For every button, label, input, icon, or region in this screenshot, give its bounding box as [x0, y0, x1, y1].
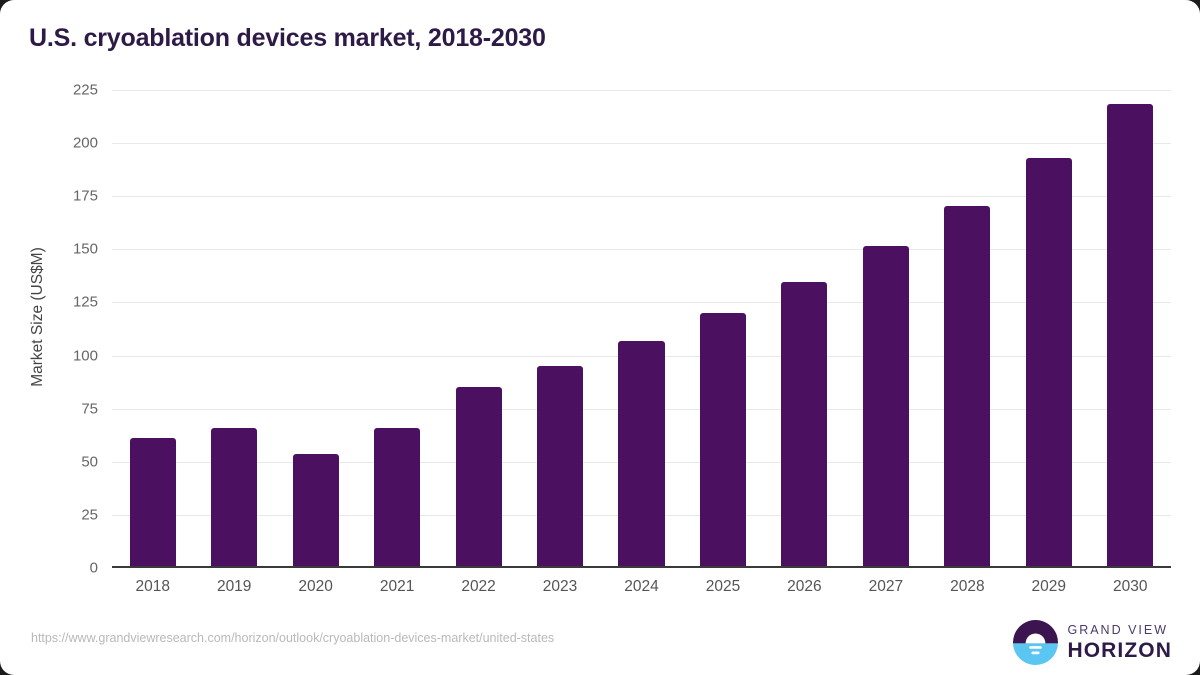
logo-wordmark: GRAND VIEW HORIZON — [1067, 624, 1172, 661]
bar[interactable] — [211, 427, 258, 568]
bar[interactable] — [1107, 103, 1154, 568]
bar[interactable] — [862, 246, 909, 568]
bar[interactable] — [618, 340, 665, 568]
y-tick-label: 125 — [72, 293, 98, 311]
bar[interactable] — [292, 454, 339, 568]
x-tick-label: 2020 — [298, 578, 333, 595]
plot-area — [112, 90, 1171, 568]
y-tick-label: 50 — [81, 453, 98, 471]
bar[interactable] — [129, 438, 176, 568]
x-axis-line — [112, 566, 1171, 568]
bar[interactable] — [944, 205, 991, 568]
x-tick-label: 2027 — [868, 578, 904, 595]
y-tick-label: 0 — [89, 559, 98, 577]
bar[interactable] — [1025, 157, 1072, 568]
grand-view-horizon-logo-mark-icon — [1013, 620, 1059, 665]
y-tick-label: 100 — [72, 347, 98, 365]
brand-logo: GRAND VIEW HORIZON — [1013, 620, 1172, 665]
bar[interactable] — [781, 282, 828, 568]
gridline — [112, 302, 1171, 304]
bar[interactable] — [537, 366, 584, 568]
y-tick-label: 225 — [72, 81, 98, 99]
bar[interactable] — [699, 313, 746, 568]
x-tick-label: 2022 — [461, 578, 496, 595]
y-tick-label: 75 — [81, 400, 98, 418]
x-tick-label: 2025 — [705, 578, 741, 595]
logo-text-grand-view: GRAND VIEW — [1067, 623, 1169, 638]
gridline — [112, 90, 1171, 91]
source-url-text: https://www.grandviewresearch.com/horizo… — [31, 631, 555, 645]
x-tick-label: 2019 — [216, 578, 252, 595]
x-tick-label: 2023 — [542, 578, 578, 595]
y-tick-label: 200 — [72, 134, 98, 152]
y-tick-label: 25 — [81, 506, 98, 524]
x-tick-label: 2026 — [787, 578, 822, 595]
y-tick-label: 150 — [72, 240, 98, 258]
x-tick-label: 2029 — [1031, 578, 1067, 595]
x-tick-label: 2018 — [135, 578, 170, 595]
gridline — [112, 143, 1171, 145]
x-tick-label: 2021 — [379, 578, 415, 595]
y-tick-label: 175 — [72, 187, 98, 205]
logo-text-horizon: HORIZON — [1067, 638, 1172, 662]
x-tick-label: 2024 — [624, 578, 659, 595]
bar[interactable] — [455, 387, 502, 568]
bar[interactable] — [374, 427, 421, 568]
page-title: U.S. cryoablation devices market, 2018-2… — [29, 24, 546, 52]
gridline — [112, 196, 1171, 198]
gridline — [112, 249, 1171, 251]
x-tick-label: 2028 — [950, 578, 985, 595]
x-tick-label: 2030 — [1113, 578, 1148, 595]
